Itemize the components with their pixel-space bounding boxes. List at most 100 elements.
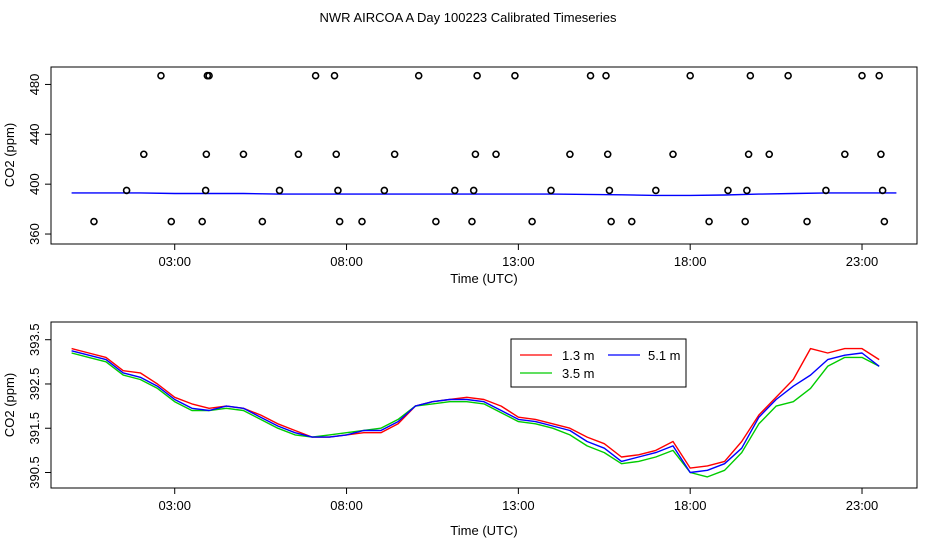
top-x-tick-label: 13:00	[502, 254, 535, 269]
legend-box	[510, 338, 687, 388]
legend: 1.3 m 3.5 m 5.1 m	[510, 338, 687, 388]
top-points	[90, 71, 889, 226]
top-data-point	[275, 186, 284, 195]
top-data-point	[330, 71, 339, 80]
top-x-tick-label: 08:00	[330, 254, 363, 269]
top-data-point	[669, 150, 677, 159]
bottom-x-tick-label: 23:00	[846, 498, 879, 513]
top-data-point	[380, 186, 389, 195]
top-data-point	[841, 150, 849, 159]
top-data-point	[605, 186, 614, 195]
bottom-series-line-1-3-m	[71, 347, 880, 469]
top-x-tick-label: 03:00	[158, 254, 191, 269]
bottom-series-lines	[71, 347, 880, 478]
top-data-point	[311, 71, 320, 80]
top-data-point	[743, 186, 751, 195]
top-data-point	[432, 217, 440, 226]
top-y-tick-label: 400	[27, 173, 42, 195]
top-data-point	[469, 186, 478, 195]
figure-title: NWR AIRCOA A Day 100223 Calibrated Times…	[320, 10, 617, 25]
top-data-point	[586, 71, 595, 80]
bottom-y-tick-label: 392.5	[27, 368, 42, 401]
top-data-point	[167, 217, 176, 226]
bottom-x-tick-label: 18:00	[674, 498, 707, 513]
top-data-point	[450, 186, 459, 195]
top-data-point	[334, 186, 342, 195]
top-data-point	[468, 217, 476, 226]
top-scatter-panel: 03:00 08:00 13:00 18:00 23:00 360 400 440 480 T…	[2, 66, 918, 286]
top-data-point	[686, 71, 694, 80]
top-data-point	[858, 71, 866, 80]
top-y-tick-label: 440	[27, 123, 42, 145]
top-data-point	[822, 186, 830, 195]
bottom-x-axis: 03:00 08:00 13:00 18:00 23:00	[158, 488, 878, 513]
legend-label-1-3m: 1.3 m	[562, 348, 595, 363]
top-data-point	[765, 150, 774, 159]
top-x-tick-label: 23:00	[846, 254, 879, 269]
top-x-axis-label: Time (UTC)	[450, 271, 517, 286]
top-data-point	[239, 150, 248, 159]
top-data-point	[294, 150, 303, 159]
top-data-point	[358, 217, 366, 226]
bottom-series-line-5-1-m	[71, 350, 880, 474]
top-data-point	[803, 217, 811, 226]
top-data-point	[652, 186, 660, 195]
top-series-line-1	[71, 192, 897, 197]
bottom-y-tick-label: 390.5	[27, 456, 42, 489]
top-x-axis: 03:00 08:00 13:00 18:00 23:00	[158, 244, 878, 269]
top-data-point	[414, 71, 423, 80]
bottom-x-axis-label: Time (UTC)	[450, 523, 517, 538]
top-data-point	[198, 217, 207, 226]
top-data-point	[602, 71, 610, 80]
legend-label-5-1m: 5.1 m	[648, 348, 681, 363]
bottom-y-axis: 390.5 391.5 392.5 393.5	[27, 323, 51, 489]
top-data-point	[875, 71, 883, 80]
bottom-x-tick-label: 13:00	[502, 498, 535, 513]
top-series-line	[71, 192, 897, 197]
top-data-point	[566, 150, 574, 159]
top-data-point	[157, 71, 165, 80]
bottom-y-axis-label: CO2 (ppm)	[2, 373, 17, 437]
top-data-point	[784, 71, 792, 80]
top-y-tick-label: 360	[27, 223, 42, 245]
bottom-x-tick-label: 08:00	[330, 498, 363, 513]
top-data-point	[201, 186, 210, 195]
top-data-point	[528, 217, 536, 226]
top-x-tick-label: 18:00	[674, 254, 707, 269]
top-data-point	[205, 71, 213, 80]
top-data-point	[492, 150, 500, 159]
top-data-point	[258, 217, 267, 226]
top-data-point	[90, 217, 98, 226]
top-data-point	[390, 150, 399, 159]
top-data-point	[744, 150, 753, 159]
top-data-point	[547, 186, 555, 195]
top-data-point	[335, 217, 344, 226]
top-data-point	[202, 150, 211, 159]
top-data-point	[741, 217, 749, 226]
top-data-point	[473, 71, 481, 80]
top-data-point	[705, 217, 713, 226]
top-data-point	[511, 71, 519, 80]
top-y-axis-label: CO2 (ppm)	[2, 123, 17, 187]
bottom-line-panel: 03:00 08:00 13:00 18:00 23:00 390.5 391.5 392.…	[2, 321, 918, 538]
top-data-point	[603, 150, 612, 159]
bottom-y-tick-label: 391.5	[27, 412, 42, 445]
legend-label-3-5m: 3.5 m	[562, 366, 595, 381]
top-data-point	[607, 217, 615, 226]
top-data-point	[877, 150, 885, 159]
top-data-point	[332, 150, 341, 159]
top-data-point	[724, 186, 732, 195]
top-data-point	[746, 71, 755, 80]
top-data-point	[878, 186, 887, 195]
top-plot-frame	[50, 66, 918, 245]
bottom-plot-frame	[50, 321, 918, 489]
top-data-point	[122, 186, 131, 195]
top-y-axis: 360 400 440 480	[27, 74, 51, 245]
top-y-tick-label: 480	[27, 74, 42, 96]
bottom-y-tick-label: 393.5	[27, 323, 42, 356]
top-data-point	[880, 217, 889, 226]
top-data-point	[627, 217, 636, 226]
top-data-point	[471, 150, 480, 159]
top-data-point	[139, 150, 148, 159]
